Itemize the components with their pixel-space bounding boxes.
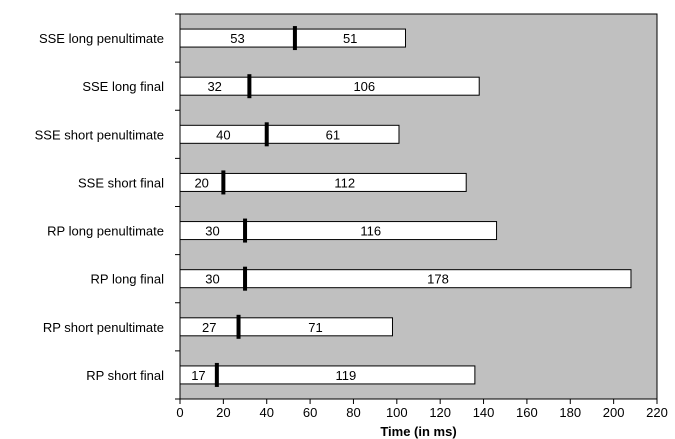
bar-boundary-marker — [264, 122, 269, 147]
bar — [179, 124, 400, 144]
x-tick-label: 80 — [346, 405, 360, 420]
x-tick-label: 0 — [176, 405, 183, 420]
category-label: RP long final — [91, 272, 165, 287]
bar-boundary-marker — [221, 170, 226, 195]
data-label: 20 — [194, 175, 208, 190]
category-label: SSE short penultimate — [35, 127, 164, 142]
data-label: 30 — [205, 224, 219, 239]
data-label: 17 — [191, 368, 205, 383]
bar-boundary-marker — [292, 26, 297, 51]
data-label: 71 — [308, 320, 322, 335]
bar — [179, 269, 632, 289]
bar-boundary-marker — [214, 362, 219, 387]
data-label: 30 — [205, 272, 219, 287]
x-tick-label: 120 — [429, 405, 451, 420]
x-tick-label: 180 — [559, 405, 581, 420]
data-label: 119 — [335, 368, 356, 383]
data-label: 116 — [360, 224, 381, 239]
x-tick-label: 100 — [386, 405, 408, 420]
data-label: 51 — [343, 31, 357, 46]
category-label: RP long penultimate — [47, 224, 164, 239]
x-tick-label: 20 — [216, 405, 230, 420]
data-label: 178 — [427, 272, 449, 287]
x-tick-label: 40 — [259, 405, 273, 420]
category-label: SSE short final — [78, 175, 164, 190]
bar — [179, 76, 480, 96]
x-tick-label: 220 — [646, 405, 668, 420]
data-label: 106 — [353, 79, 375, 94]
bar — [179, 221, 498, 241]
data-label: 27 — [202, 320, 216, 335]
x-tick-label: 160 — [516, 405, 538, 420]
bar — [179, 317, 393, 337]
x-tick-label: 140 — [473, 405, 495, 420]
bar — [179, 365, 476, 385]
bar-boundary-marker — [236, 314, 241, 339]
x-tick-label: 200 — [603, 405, 625, 420]
bar-boundary-marker — [243, 266, 248, 291]
category-label: RP short penultimate — [43, 320, 164, 335]
data-label: 40 — [216, 127, 230, 142]
plot-background — [179, 13, 658, 400]
data-label: 53 — [230, 31, 244, 46]
category-label: SSE long penultimate — [39, 31, 164, 46]
data-label: 112 — [334, 175, 355, 190]
bar — [179, 172, 467, 192]
x-axis-title: Time (in ms) — [380, 424, 456, 439]
data-label: 32 — [207, 79, 221, 94]
category-label: SSE long final — [82, 79, 164, 94]
category-label: RP short final — [86, 368, 164, 383]
data-label: 61 — [326, 127, 340, 142]
bar-boundary-marker — [247, 74, 252, 99]
x-tick-label: 60 — [303, 405, 317, 420]
bar-boundary-marker — [243, 218, 248, 243]
bar — [179, 28, 406, 48]
